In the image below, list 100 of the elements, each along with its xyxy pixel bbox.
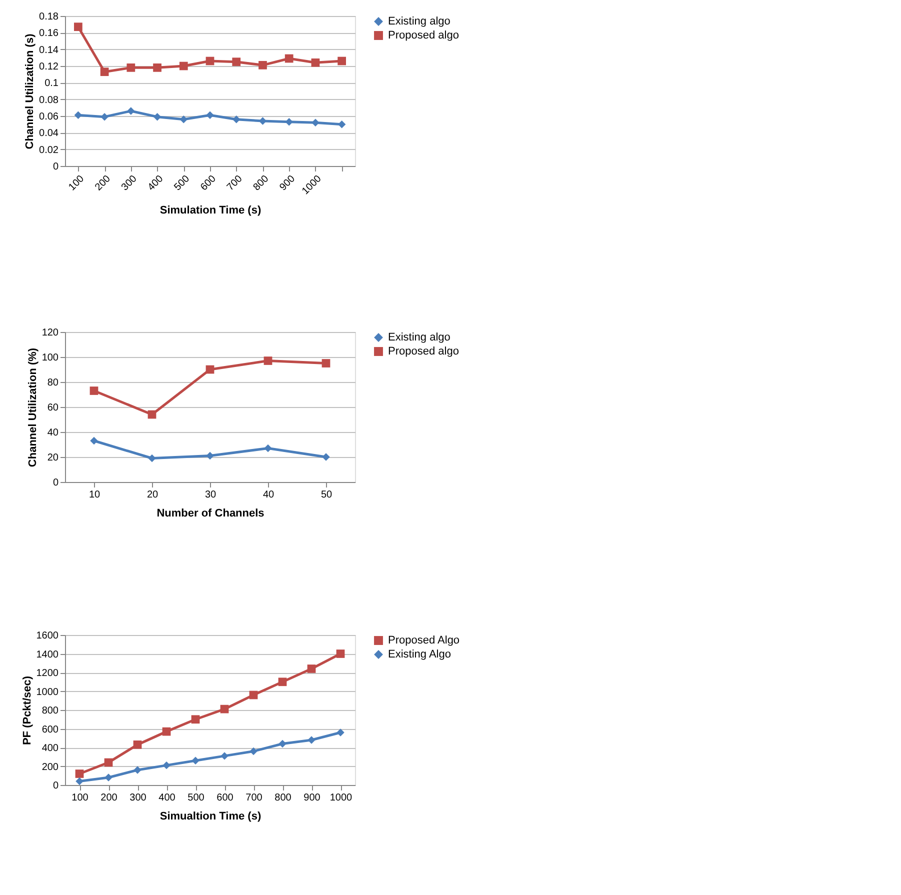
point	[264, 356, 272, 365]
point	[338, 120, 346, 128]
x-tick-label: 20	[146, 490, 158, 500]
x-tick-label: 300	[130, 792, 147, 804]
point	[104, 758, 113, 767]
y-axis-title: PF (Pckt/sec)	[21, 676, 34, 746]
point	[232, 58, 241, 66]
x-tick-label: 700	[246, 792, 263, 804]
point	[206, 111, 214, 120]
x-tick-label: 900	[304, 792, 321, 804]
legend-label: Existing Algo	[388, 648, 451, 660]
x-tick-label: 200	[100, 792, 118, 804]
y-tick-label: 0.1	[44, 78, 59, 90]
x-tick-label: 600	[198, 173, 219, 194]
x-tick-label: 100	[72, 792, 89, 804]
point	[153, 112, 162, 121]
point	[336, 650, 345, 658]
point	[90, 436, 98, 445]
point	[220, 704, 229, 714]
point	[307, 664, 316, 673]
x-tick-label: 800	[251, 173, 272, 194]
y-tick-label: 40	[47, 428, 59, 438]
point	[285, 118, 293, 126]
y-tick-label: 1200	[36, 668, 59, 679]
point	[127, 107, 135, 115]
point	[148, 454, 156, 462]
y-tick-label: 1600	[36, 630, 59, 642]
point	[250, 747, 258, 756]
point	[104, 774, 112, 782]
point	[278, 740, 286, 748]
point	[206, 56, 214, 66]
x-axis-title: Simualtion Time (s)	[160, 810, 262, 822]
y-tick-label: 20	[47, 452, 59, 464]
y-tick-label: 0.02	[39, 144, 59, 156]
point	[322, 359, 330, 368]
point	[206, 365, 214, 374]
y-tick-label: 1400	[36, 649, 59, 660]
x-tick-label: 800	[274, 792, 292, 804]
x-tick-label: 40	[262, 490, 274, 500]
x-tick-label: 1000	[330, 792, 353, 804]
y-tick-label: 1000	[36, 686, 59, 698]
y-tick-label: 0.04	[39, 128, 59, 140]
point	[76, 777, 84, 786]
x-tick-label: 600	[216, 792, 234, 804]
y-tick-label: 0.14	[39, 44, 59, 56]
point	[338, 56, 346, 66]
point	[322, 453, 330, 461]
y-tick-label: 0.12	[39, 62, 59, 72]
point	[308, 736, 316, 744]
point	[134, 766, 142, 774]
y-tick-label: 0	[52, 478, 59, 488]
point	[264, 444, 272, 452]
point	[179, 62, 188, 70]
point	[90, 386, 98, 395]
y-tick-label: 100	[42, 352, 59, 364]
y-tick-label: 0.08	[39, 94, 59, 106]
y-tick-label: 0.16	[39, 28, 59, 40]
y-tick-label: 0	[52, 780, 59, 792]
point	[180, 115, 188, 124]
x-tick-label: 200	[93, 173, 114, 194]
y-tick-label: 0.18	[39, 12, 59, 22]
x-tick-label: 700	[225, 173, 245, 194]
y-tick-label: 600	[42, 724, 59, 736]
y-tick-label: 200	[42, 762, 59, 773]
point	[206, 452, 214, 460]
y-tick-label: 0.06	[39, 112, 59, 122]
point	[75, 770, 84, 778]
point	[311, 58, 320, 67]
x-tick-label: 10	[88, 490, 100, 500]
point	[278, 678, 287, 686]
y-tick-label: 800	[42, 706, 59, 716]
point	[100, 112, 108, 121]
x-axis-title: Number of Channels	[156, 508, 264, 520]
y-tick-label: 0	[52, 162, 59, 172]
legend-label: Existing algo	[388, 332, 450, 344]
point	[258, 60, 267, 70]
x-tick-label: 400	[158, 792, 176, 804]
point	[162, 727, 171, 736]
point	[232, 115, 240, 124]
x-tick-label: 500	[188, 792, 205, 804]
y-tick-label: 400	[42, 743, 59, 754]
point	[192, 756, 200, 764]
point	[162, 761, 170, 770]
x-tick-label: 300	[120, 173, 140, 194]
x-tick-label: 500	[172, 173, 192, 194]
x-tick-label: 100	[66, 173, 87, 194]
point	[74, 111, 82, 120]
y-axis-title: Channel Utilization (s)	[24, 33, 36, 150]
point	[126, 63, 136, 72]
point	[133, 740, 142, 749]
x-axis-title: Simulation Time (s)	[160, 204, 262, 216]
legend-label: Existing algo	[388, 16, 450, 28]
y-tick-label: 60	[47, 402, 59, 414]
point	[336, 728, 344, 736]
x-tick-label: 900	[278, 173, 298, 194]
legend-label: Proposed Algo	[388, 634, 460, 646]
point	[100, 68, 109, 76]
y-tick-label: 80	[47, 378, 59, 388]
point	[249, 690, 258, 700]
point	[220, 752, 228, 760]
